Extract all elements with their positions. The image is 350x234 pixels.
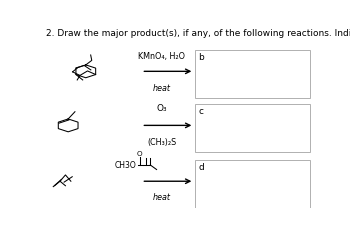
Text: 2. Draw the major product(s), if any, of the following reactions. Indicate stere: 2. Draw the major product(s), if any, of… [47, 29, 350, 38]
Text: KMnO₄, H₂O: KMnO₄, H₂O [138, 51, 185, 61]
Text: heat: heat [153, 84, 171, 93]
Bar [195, 50, 310, 98]
Text: d: d [198, 163, 204, 172]
Bar [195, 104, 310, 152]
Text: c: c [198, 107, 203, 116]
Text: (CH₃)₂S: (CH₃)₂S [147, 138, 176, 147]
Bar [195, 160, 310, 208]
Text: heat: heat [153, 193, 171, 202]
Text: CH3O: CH3O [114, 161, 136, 169]
Text: O: O [137, 151, 142, 157]
Text: O₃: O₃ [156, 104, 167, 113]
Text: b: b [198, 53, 204, 62]
